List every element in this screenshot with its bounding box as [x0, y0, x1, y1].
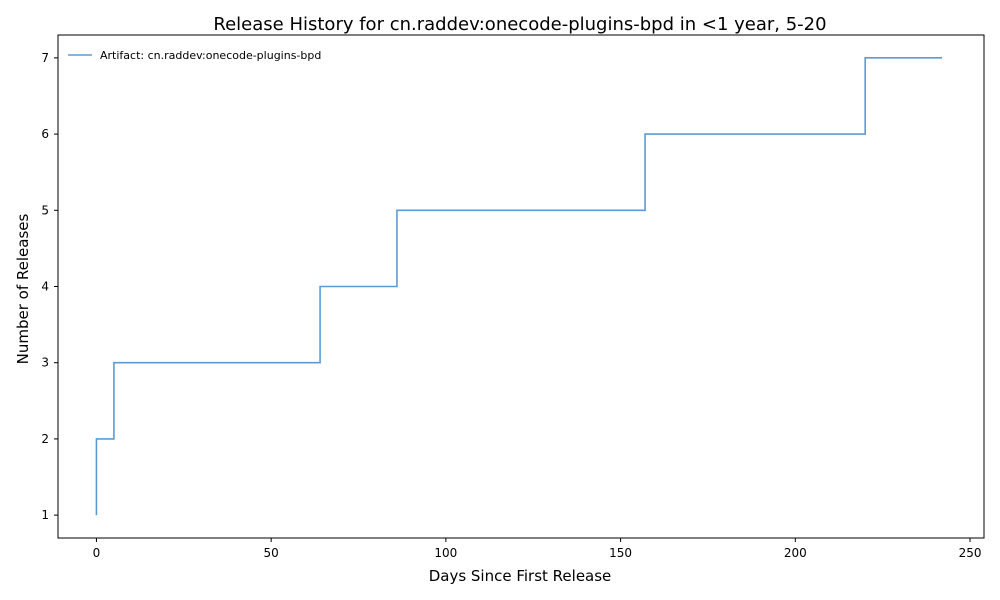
x-axis-ticks: 0 50 100 150 200 250: [93, 538, 982, 560]
x-tick-label: 150: [609, 546, 632, 560]
y-tick-label: 4: [41, 280, 49, 294]
plot-area-frame: [57, 34, 985, 539]
y-tick-label: 5: [41, 203, 49, 217]
y-tick-label: 7: [41, 51, 49, 65]
x-tick-label: 0: [93, 546, 101, 560]
y-tick-label: 3: [41, 356, 49, 370]
chart-title: Release History for cn.raddev:onecode-pl…: [213, 14, 826, 35]
y-axis-ticks: 1 2 3 4 5 6 7: [41, 51, 58, 522]
x-axis-label: Days Since First Release: [429, 567, 612, 585]
series-layer: [95, 57, 943, 516]
x-tick-label: 50: [264, 546, 279, 560]
x-tick-label: 200: [784, 546, 807, 560]
y-tick-label: 2: [41, 432, 49, 446]
y-tick-label: 6: [41, 127, 49, 141]
y-tick-label: 1: [41, 508, 49, 522]
series-step-line: [95, 57, 943, 516]
x-tick-label: 100: [434, 546, 457, 560]
legend: Artifact: cn.raddev:onecode-plugins-bpd: [68, 49, 321, 62]
y-axis-label: Number of Releases: [14, 213, 32, 364]
x-tick-label: 250: [959, 546, 982, 560]
legend-label: Artifact: cn.raddev:onecode-plugins-bpd: [100, 49, 321, 62]
